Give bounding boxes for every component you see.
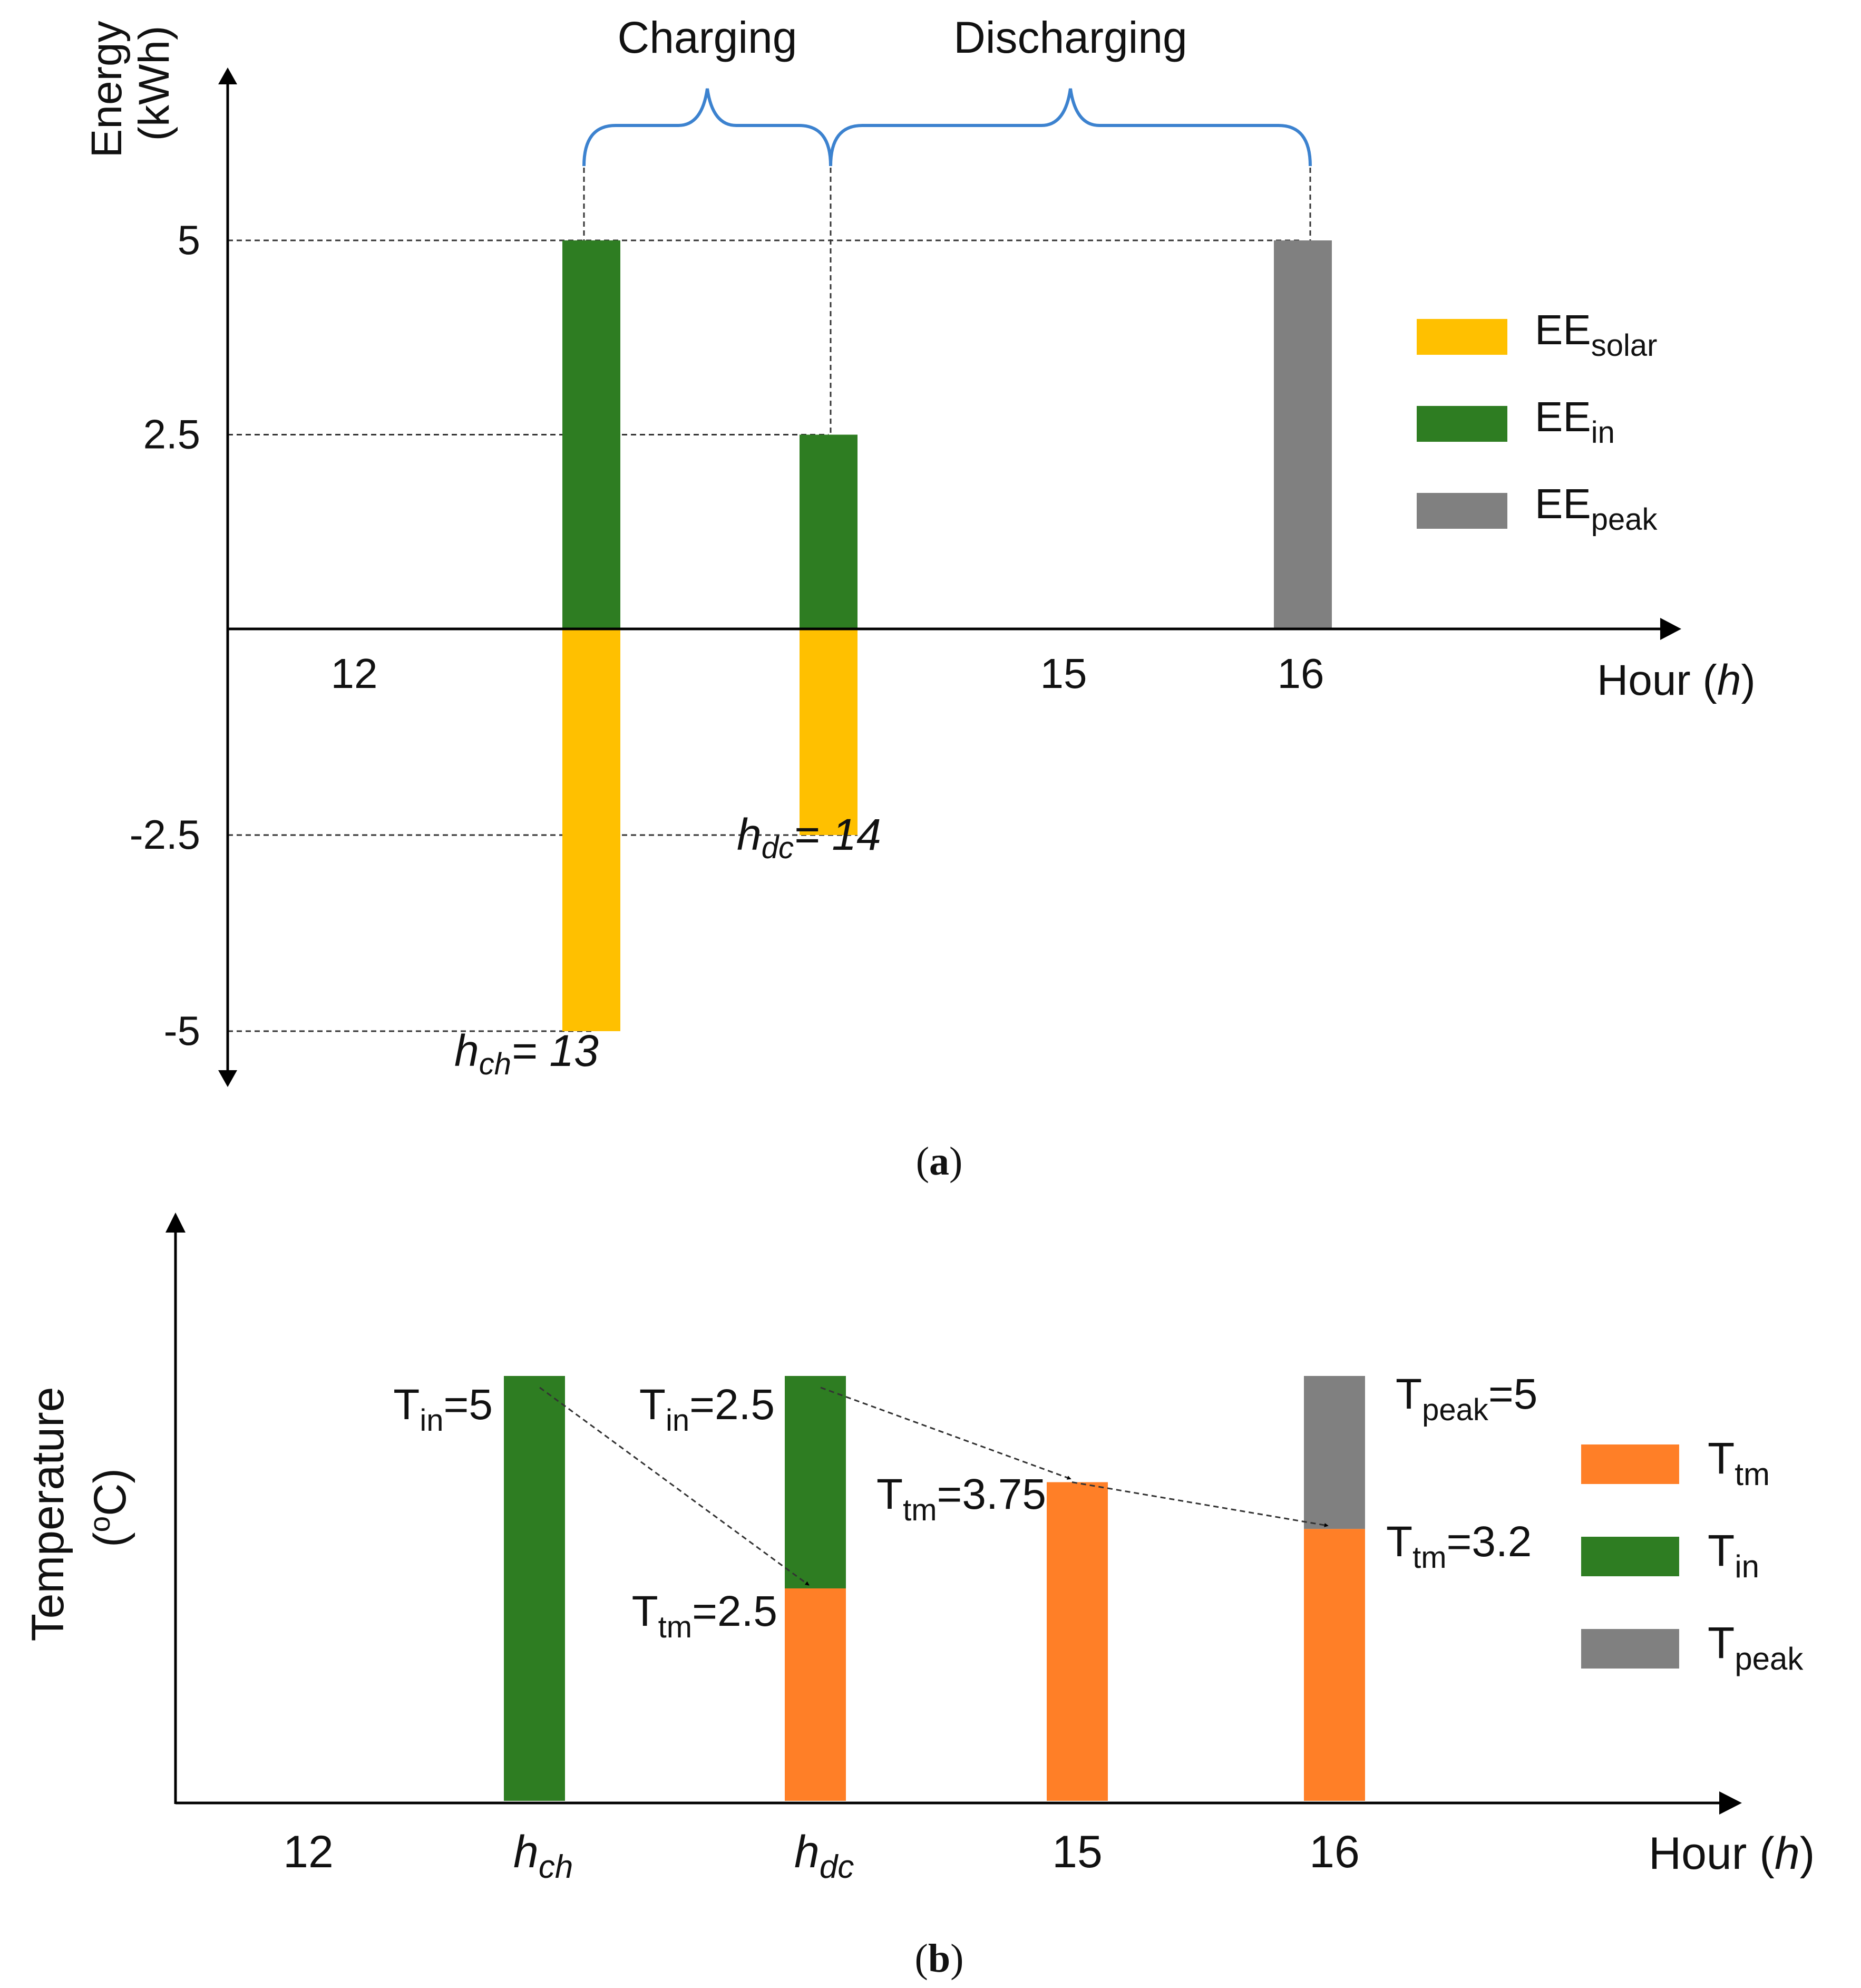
y-tick-label: 2.5 xyxy=(143,411,200,458)
y-tick-label: 5 xyxy=(178,217,200,263)
panel-b-legend: Ttm Tin Tpeak xyxy=(1581,1433,1804,1676)
bar-t-peak-h16 xyxy=(1304,1376,1365,1529)
x-tick-label-dc: hdc xyxy=(794,1827,854,1885)
bar-t-in-h14 xyxy=(785,1376,846,1588)
panel-b-y-label: Temperature (oC) xyxy=(23,1374,135,1642)
bar-t-tm-h14 xyxy=(785,1588,846,1801)
panel-a-y-tick-labels: 5 2.5 -2.5 -5 xyxy=(130,217,200,1054)
panel-b-caption: (b) xyxy=(915,1936,964,1981)
y-tick-label: -5 xyxy=(164,1007,200,1054)
x-tick-label-12: 12 xyxy=(283,1827,334,1877)
bar-ee-solar-h14 xyxy=(800,629,858,835)
panel-a-y-label: Energy (kWh) xyxy=(83,9,178,158)
discharging-label: Discharging xyxy=(953,13,1187,62)
annotation-tpeak-h16: Tpeak=5 xyxy=(1396,1370,1537,1427)
chart-panel-a: Energy (kWh) 52.5-2.5-5 12 15 16 Hour (h) … xyxy=(83,9,1756,1184)
panel-b-bars xyxy=(504,1376,1365,1801)
panel-b-y-label-line2: (oC) xyxy=(83,1468,135,1547)
panel-a-caption: (a) xyxy=(916,1139,963,1184)
annotation-hch: hch= 13 xyxy=(454,1026,599,1081)
panel-b-x-axis-arrow xyxy=(1719,1791,1742,1815)
panel-b-value-annotations: Tin=5 Tin=2.5 Ttm=2.5 Ttm=3.75 Tpeak=5 Ttm=3.… xyxy=(393,1370,1537,1644)
panel-a-y-label-line2: (kWh) xyxy=(130,26,178,141)
charging-label: Charging xyxy=(618,13,797,62)
panel-a-guide-lines xyxy=(228,239,1303,1032)
panel-a-bar-annotations: hch= 13 hdc= 14 xyxy=(454,810,881,1081)
chart-panel-b: Temperature (oC) 12 hch hdc 15 16 Hour (h) T… xyxy=(23,1213,1815,1981)
charging-brace xyxy=(582,88,832,167)
x-tick-label-ch: hch xyxy=(513,1827,573,1885)
panel-a-y-axis-arrow-down xyxy=(218,1070,237,1087)
panel-a-legend: EEsolar EEin EEpeak xyxy=(1417,306,1658,537)
legend-swatch-solar xyxy=(1417,319,1507,355)
legend-label-peak: Tpeak xyxy=(1708,1618,1804,1676)
panel-a-x-tick-labels: 12 15 16 xyxy=(331,650,1324,697)
panel-a-x-axis-arrow xyxy=(1660,618,1681,640)
annotation-tin-h14: Tin=2.5 xyxy=(639,1381,775,1438)
annotation-tin-h13: Tin=5 xyxy=(393,1381,493,1438)
x-tick-label-16: 16 xyxy=(1278,650,1324,697)
legend-swatch-peak xyxy=(1581,1629,1679,1669)
annotation-ttm-h16: Ttm=3.2 xyxy=(1386,1518,1532,1575)
legend-swatch-tm xyxy=(1581,1444,1679,1484)
x-tick-label-15: 15 xyxy=(1052,1827,1103,1877)
bar-ee-peak-h16 xyxy=(1274,240,1332,629)
legend-label-in: Tin xyxy=(1708,1526,1759,1584)
legend-label-solar: EEsolar xyxy=(1535,306,1657,363)
bar-ee-in-h14 xyxy=(800,434,858,629)
y-tick-label: -2.5 xyxy=(130,811,200,858)
legend-label-in: EEin xyxy=(1535,393,1615,450)
panel-b-x-label: Hour (h) xyxy=(1649,1828,1815,1879)
x-tick-label-12: 12 xyxy=(331,650,378,697)
annotation-ttm-h14: Ttm=2.5 xyxy=(632,1587,777,1644)
panel-a-y-label-line1: Energy xyxy=(83,21,131,158)
x-tick-label-15: 15 xyxy=(1040,650,1087,697)
legend-swatch-in xyxy=(1581,1537,1679,1576)
bar-t-tm-h15 xyxy=(1047,1482,1108,1801)
annotation-ttm-h15: Ttm=3.75 xyxy=(876,1470,1046,1527)
panel-a-y-axis-arrow-up xyxy=(218,67,237,84)
x-tick-label-16: 16 xyxy=(1309,1827,1360,1877)
bar-t-in-h13 xyxy=(504,1376,565,1801)
transfer-arrow xyxy=(1071,1481,1329,1527)
panel-b-transfer-arrows xyxy=(539,1386,1329,1586)
bar-ee-in-h13 xyxy=(562,240,620,629)
legend-label-peak: EEpeak xyxy=(1535,480,1658,537)
bar-ee-solar-h13 xyxy=(562,629,620,1031)
panel-b-x-tick-labels: 12 hch hdc 15 16 xyxy=(283,1827,1360,1885)
legend-label-tm: Ttm xyxy=(1708,1433,1770,1492)
bar-t-tm-h16 xyxy=(1304,1529,1365,1801)
panel-a-phase-braces: Charging Discharging xyxy=(582,13,1312,435)
transfer-arrow xyxy=(539,1386,810,1586)
panel-b-y-axis-arrow-up xyxy=(165,1213,186,1233)
transfer-arrow xyxy=(820,1386,1071,1480)
panel-b-y-label-line1: Temperature xyxy=(23,1387,73,1642)
legend-swatch-in xyxy=(1417,406,1507,442)
panel-a-x-label: Hour (h) xyxy=(1597,656,1756,704)
panel-a-bars xyxy=(562,240,1332,1031)
legend-swatch-peak xyxy=(1417,493,1507,529)
annotation-hdc: hdc= 14 xyxy=(737,810,881,865)
discharging-brace xyxy=(829,88,1312,167)
